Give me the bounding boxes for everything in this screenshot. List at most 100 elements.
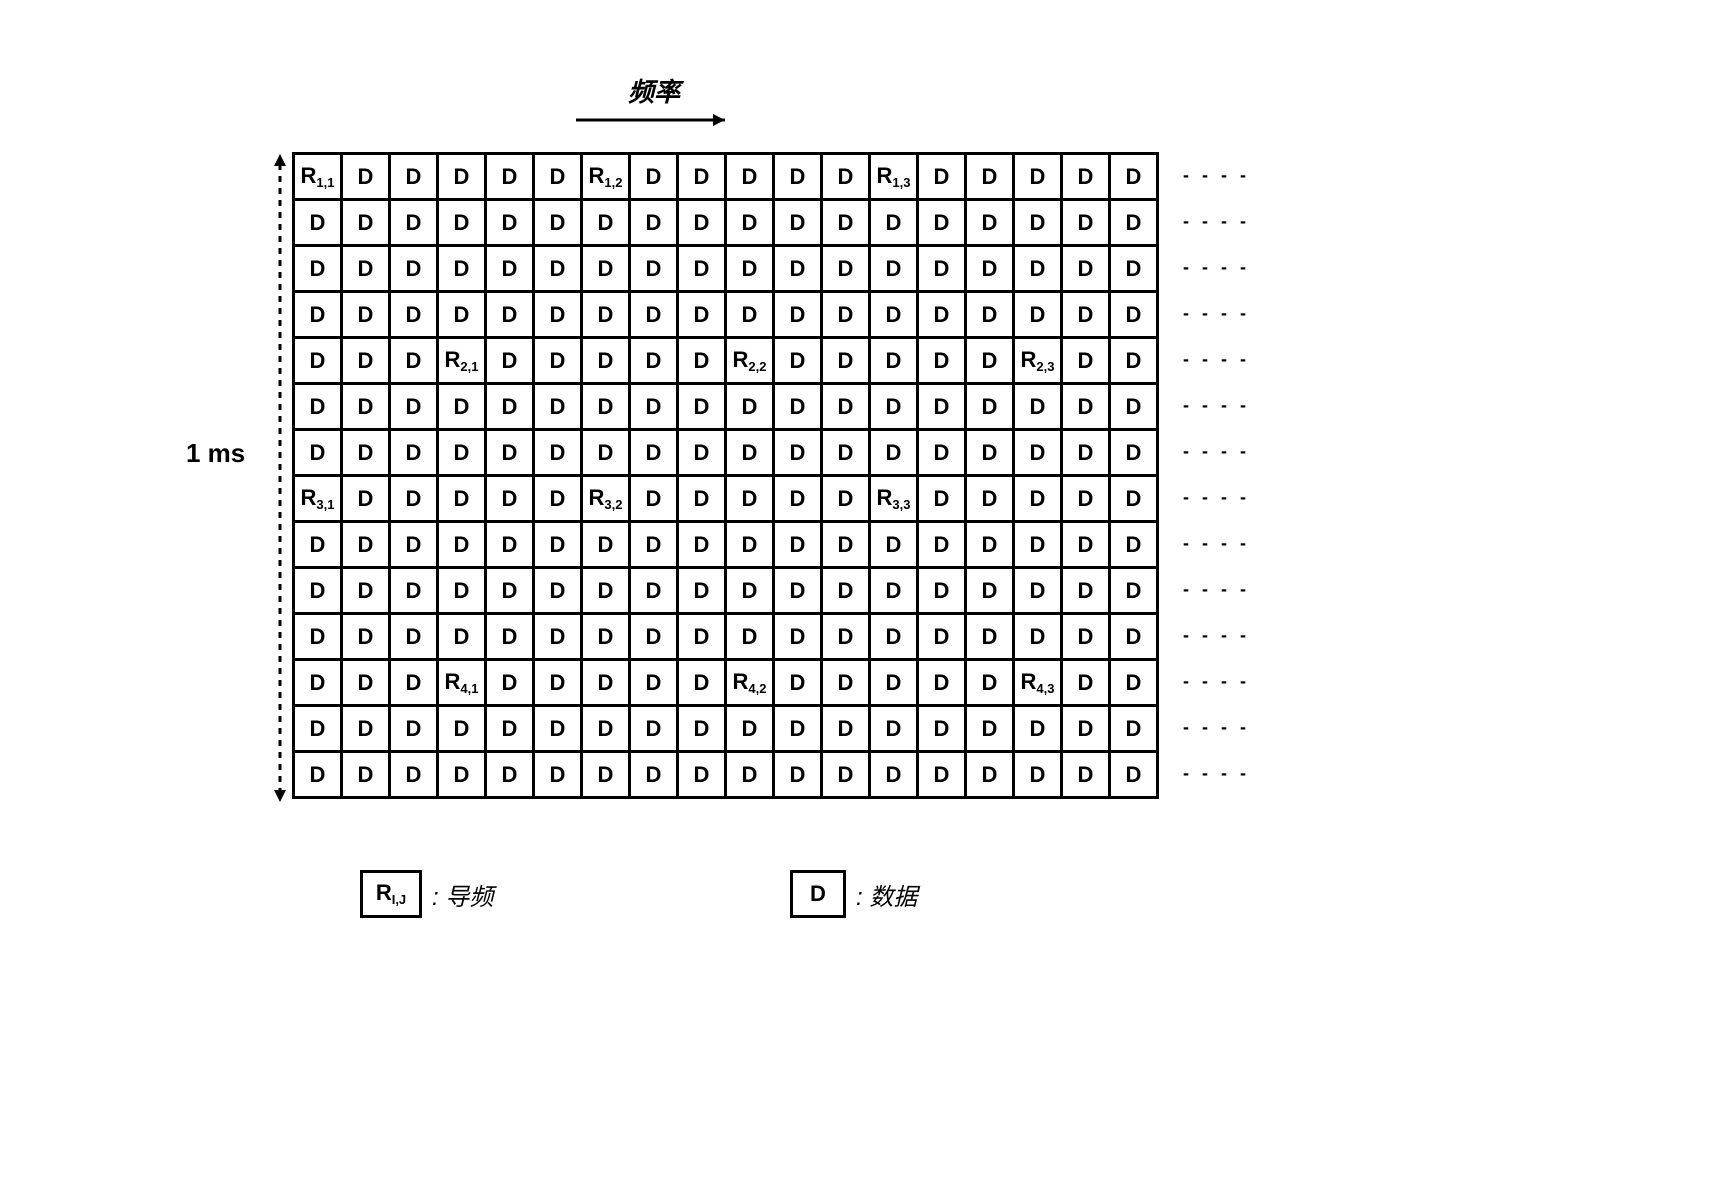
data-cell: D — [1063, 293, 1111, 339]
data-cell: D — [1111, 569, 1159, 615]
row-continuation: - - - - — [1183, 395, 1250, 416]
data-cell: D — [823, 523, 871, 569]
data-cell: D — [535, 247, 583, 293]
data-cell: D — [823, 569, 871, 615]
data-cell: D — [1063, 431, 1111, 477]
data-cell: D — [343, 431, 391, 477]
data-cell: D — [391, 339, 439, 385]
pilot-cell: R2,3 — [1015, 339, 1063, 385]
data-cell: D — [439, 707, 487, 753]
row-continuation: - - - - — [1183, 165, 1250, 186]
data-cell: D — [1063, 247, 1111, 293]
data-cell: D — [919, 155, 967, 201]
data-cell: D — [871, 201, 919, 247]
data-cell: D — [343, 385, 391, 431]
data-cell: D — [1063, 155, 1111, 201]
data-cell: D — [535, 523, 583, 569]
data-cell: D — [295, 753, 343, 799]
data-cell: D — [583, 569, 631, 615]
legend-pilot-symbol: RI,J — [376, 880, 406, 907]
data-cell: D — [343, 615, 391, 661]
data-cell: D — [439, 385, 487, 431]
data-cell: D — [727, 201, 775, 247]
data-cell: D — [871, 707, 919, 753]
data-cell: D — [775, 707, 823, 753]
data-cell: D — [631, 523, 679, 569]
data-cell: D — [535, 155, 583, 201]
data-cell: D — [1063, 707, 1111, 753]
data-cell: D — [1063, 569, 1111, 615]
data-cell: D — [1111, 707, 1159, 753]
data-cell: D — [1015, 707, 1063, 753]
data-cell: D — [1063, 661, 1111, 707]
data-cell: D — [1063, 615, 1111, 661]
data-cell: D — [487, 477, 535, 523]
data-cell: D — [343, 569, 391, 615]
legend-pilot-label: : 导频 — [432, 877, 493, 912]
data-cell: D — [343, 661, 391, 707]
data-cell: D — [775, 201, 823, 247]
data-cell: D — [727, 155, 775, 201]
data-cell: D — [295, 201, 343, 247]
data-cell: D — [535, 293, 583, 339]
data-cell: D — [631, 247, 679, 293]
data-cell: D — [1111, 339, 1159, 385]
data-cell: D — [391, 385, 439, 431]
data-cell: D — [775, 431, 823, 477]
data-cell: D — [391, 477, 439, 523]
data-cell: D — [583, 385, 631, 431]
data-cell: D — [823, 661, 871, 707]
data-cell: D — [679, 293, 727, 339]
data-cell: D — [823, 615, 871, 661]
data-cell: D — [967, 477, 1015, 523]
data-cell: D — [1015, 615, 1063, 661]
data-cell: D — [727, 477, 775, 523]
data-cell: D — [727, 569, 775, 615]
data-cell: D — [535, 477, 583, 523]
data-cell: D — [583, 293, 631, 339]
data-cell: D — [823, 201, 871, 247]
row-continuation: - - - - — [1183, 533, 1250, 554]
data-cell: D — [775, 477, 823, 523]
data-cell: D — [535, 569, 583, 615]
data-cell: D — [871, 569, 919, 615]
data-cell: D — [583, 615, 631, 661]
data-cell: D — [391, 615, 439, 661]
data-cell: D — [631, 615, 679, 661]
data-cell: D — [535, 615, 583, 661]
data-cell: D — [727, 615, 775, 661]
data-cell: D — [679, 753, 727, 799]
data-cell: D — [823, 247, 871, 293]
row-continuation: - - - - — [1183, 717, 1250, 738]
data-cell: D — [919, 339, 967, 385]
data-cell: D — [439, 247, 487, 293]
data-cell: D — [1111, 247, 1159, 293]
data-cell: D — [391, 247, 439, 293]
data-cell: D — [775, 339, 823, 385]
data-cell: D — [535, 339, 583, 385]
data-cell: D — [871, 339, 919, 385]
frequency-axis-label: 频率 — [628, 72, 680, 109]
data-cell: D — [1015, 477, 1063, 523]
data-cell: D — [727, 753, 775, 799]
row-continuation: - - - - — [1183, 671, 1250, 692]
data-cell: D — [1111, 661, 1159, 707]
data-cell: D — [679, 615, 727, 661]
data-cell: D — [1111, 155, 1159, 201]
pilot-cell: R1,2 — [583, 155, 631, 201]
data-cell: D — [823, 339, 871, 385]
pilot-cell: R4,1 — [439, 661, 487, 707]
data-cell: D — [391, 201, 439, 247]
data-cell: D — [487, 661, 535, 707]
pilot-cell: R2,1 — [439, 339, 487, 385]
data-cell: D — [679, 661, 727, 707]
data-cell: D — [967, 431, 1015, 477]
data-cell: D — [295, 385, 343, 431]
data-cell: D — [967, 247, 1015, 293]
data-cell: D — [631, 477, 679, 523]
legend-pilot: RI,J : 导频 — [360, 870, 493, 918]
data-cell: D — [1111, 201, 1159, 247]
data-cell: D — [823, 753, 871, 799]
data-cell: D — [1015, 523, 1063, 569]
data-cell: D — [343, 477, 391, 523]
